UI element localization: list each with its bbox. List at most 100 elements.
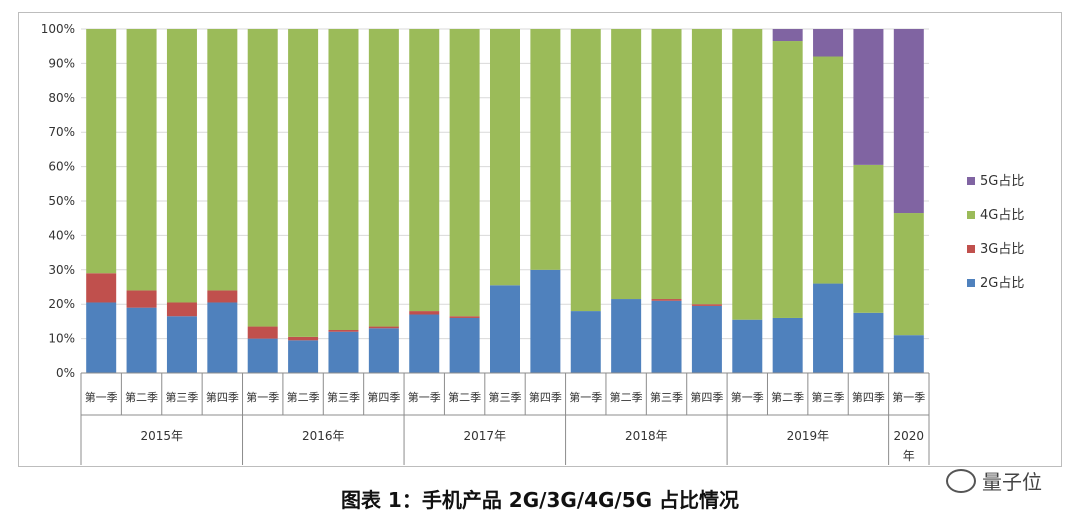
- x-tick-label: 第三季: [327, 390, 360, 404]
- x-tick-label: 第四季: [852, 390, 885, 404]
- group-label: 2019年: [787, 429, 830, 443]
- bar-segment-4G占比: [611, 29, 642, 300]
- x-tick-label: 第一季: [892, 390, 925, 404]
- x-tick-label: 第三季: [165, 390, 198, 404]
- figure-caption: 图表 1：手机产品 2G/3G/4G/5G 占比情况: [340, 488, 740, 512]
- x-tick-label: 第四季: [529, 390, 562, 404]
- bar-segment-3G占比: [166, 302, 197, 317]
- y-tick-label: 50%: [48, 194, 75, 208]
- legend-swatch: [967, 211, 975, 219]
- bar-segment-2G占比: [288, 340, 319, 373]
- bar-segment-2G占比: [732, 319, 763, 373]
- bar-segment-5G占比: [853, 29, 884, 165]
- bar-segment-4G占比: [207, 29, 238, 291]
- bar-segment-3G占比: [409, 311, 440, 315]
- bar-segment-3G占比: [207, 290, 238, 303]
- y-tick-label: 40%: [48, 228, 75, 242]
- x-tick-label: 第四季: [367, 390, 400, 404]
- bar-segment-4G占比: [490, 29, 520, 286]
- bar-segment-4G占比: [691, 29, 722, 305]
- bar-segment-4G占比: [732, 29, 763, 320]
- bar-segment-2G占比: [651, 300, 682, 373]
- bar-segment-4G占比: [126, 29, 157, 291]
- x-tick-label: 第四季: [206, 390, 239, 404]
- x-tick-label: 第三季: [650, 390, 683, 404]
- bar-segment-2G占比: [328, 331, 359, 373]
- x-tick-label: 第一季: [408, 390, 441, 404]
- chart-frame: 0% 10% 20% 30% 40% 50% 60% 70% 80% 90% 100% 第一季 第二季第…: [18, 12, 1062, 467]
- legend-label: 3G占比: [980, 242, 1024, 257]
- x-tick-label: 第二季: [610, 390, 643, 404]
- bar-segment-4G占比: [853, 164, 884, 313]
- bar-segment-2G占比: [449, 317, 480, 373]
- x-tick-label: 第四季: [690, 390, 723, 404]
- bar-segment-3G占比: [328, 330, 359, 332]
- bar-segment-2G占比: [126, 307, 157, 373]
- bar-segment-2G占比: [247, 338, 278, 373]
- x-tick-label: 第一季: [731, 390, 764, 404]
- bar-segment-3G占比: [247, 326, 278, 339]
- y-tick-label: 70%: [48, 125, 75, 139]
- watermark: 量子位: [946, 466, 1042, 495]
- bar-segment-4G占比: [328, 29, 359, 330]
- bar-segment-4G占比: [813, 56, 844, 284]
- bar-segment-3G占比: [86, 273, 117, 303]
- bar-segment-3G占比: [449, 316, 480, 318]
- bar-segment-3G占比: [651, 299, 682, 301]
- x-tick-label: 第三季: [812, 390, 845, 404]
- x-tick-label: 第二季: [287, 390, 320, 404]
- group-label: 2020 年: [894, 429, 925, 463]
- bar-segment-4G占比: [651, 29, 682, 300]
- bar-segment-4G占比: [247, 29, 278, 327]
- bar-segment-2G占比: [166, 316, 197, 373]
- y-tick-label: 20%: [48, 297, 75, 311]
- bar-segment-4G占比: [409, 29, 440, 312]
- bar-segment-2G占比: [772, 317, 803, 373]
- group-label: 2015年: [140, 429, 183, 443]
- bar-segment-2G占比: [530, 269, 561, 373]
- bar-segment-3G占比: [368, 326, 399, 329]
- watermark-text: 量子位: [982, 470, 1042, 494]
- wechat-icon: [946, 468, 976, 493]
- y-tick-label: 100%: [41, 22, 75, 36]
- y-tick-label: 30%: [48, 263, 75, 277]
- bar-segment-5G占比: [772, 29, 803, 42]
- legend-label: 4G占比: [980, 208, 1024, 223]
- bar-segment-2G占比: [86, 302, 117, 373]
- y-tick-label: 90%: [48, 56, 75, 70]
- group-label: 2016年: [302, 429, 345, 443]
- x-tick-label: 第一季: [85, 390, 118, 404]
- bar-segment-2G占比: [490, 285, 520, 373]
- bar-segment-2G占比: [611, 299, 642, 373]
- legend-swatch: [967, 177, 975, 185]
- bar-segment-4G占比: [449, 29, 480, 317]
- x-tick-label: 第一季: [569, 390, 602, 404]
- x-tick-label: 第二季: [448, 390, 481, 404]
- legend-label: 5G占比: [980, 174, 1024, 189]
- y-tick-label: 0%: [56, 366, 75, 380]
- y-tick-label: 80%: [48, 91, 75, 105]
- bar-segment-4G占比: [530, 29, 561, 270]
- bar-segment-4G占比: [166, 29, 197, 303]
- group-label: 2017年: [464, 429, 507, 443]
- bar-segment-2G占比: [409, 314, 440, 373]
- bar-segment-5G占比: [813, 29, 844, 57]
- bar-segment-2G占比: [853, 312, 884, 373]
- legend-swatch: [967, 245, 975, 253]
- bar-segment-3G占比: [126, 290, 157, 308]
- group-label: 2018年: [625, 429, 668, 443]
- bar-segment-2G占比: [207, 302, 238, 373]
- bar-segment-4G占比: [772, 41, 803, 318]
- legend-label: 2G占比: [980, 276, 1024, 291]
- bar-segment-4G占比: [86, 29, 117, 274]
- stacked-bar-chart: 0%10%20%30%40%50%60%70%80%90%100%第一季 第二季第…: [41, 22, 1024, 465]
- y-tick-label: 10%: [48, 332, 75, 346]
- x-tick-label: 第一季: [246, 390, 279, 404]
- x-tick-label: 第三季: [489, 390, 522, 404]
- bar-segment-5G占比: [893, 29, 924, 214]
- bar-segment-4G占比: [570, 29, 601, 312]
- bar-segment-4G占比: [368, 29, 399, 327]
- bar-segment-2G占比: [691, 305, 722, 373]
- x-tick-label: 第二季: [125, 390, 158, 404]
- bar-segment-2G占比: [813, 283, 844, 373]
